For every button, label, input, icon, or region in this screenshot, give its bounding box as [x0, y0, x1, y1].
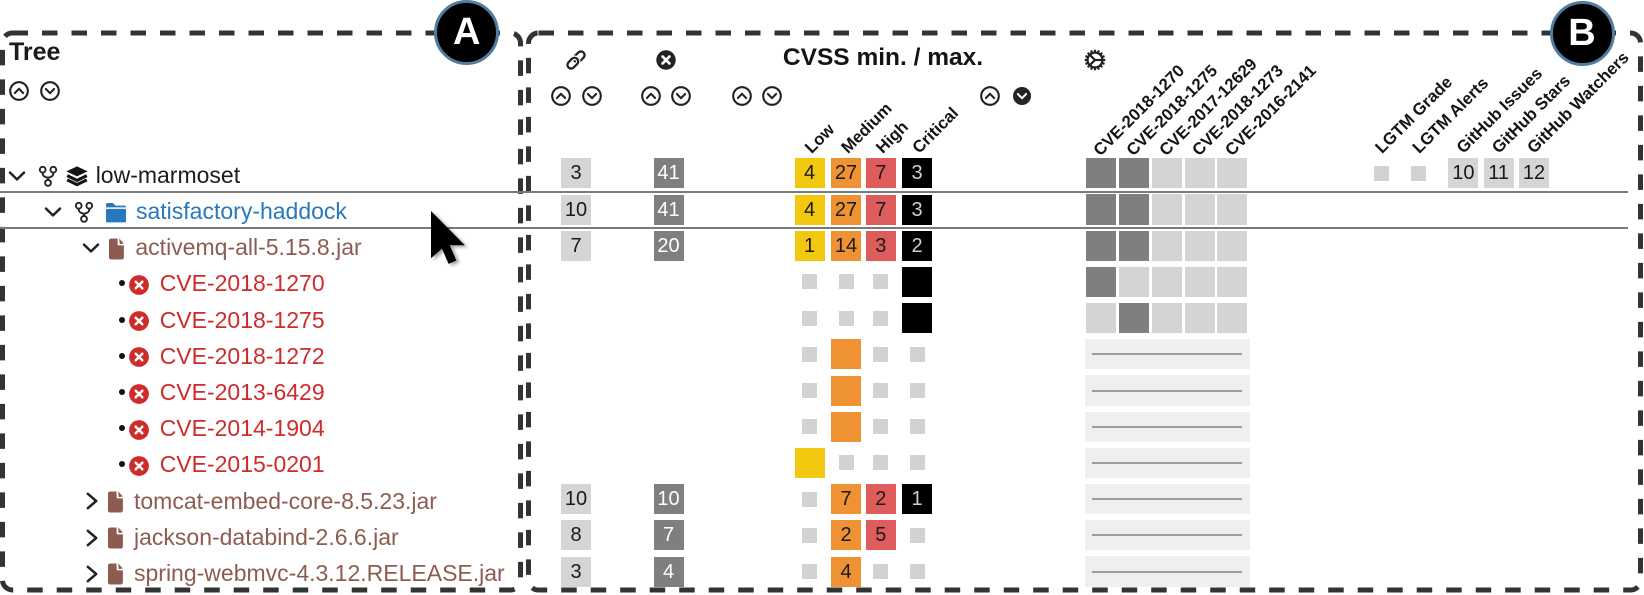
svg-text:Low: Low: [801, 119, 839, 157]
svg-text:Critical: Critical: [908, 103, 962, 157]
